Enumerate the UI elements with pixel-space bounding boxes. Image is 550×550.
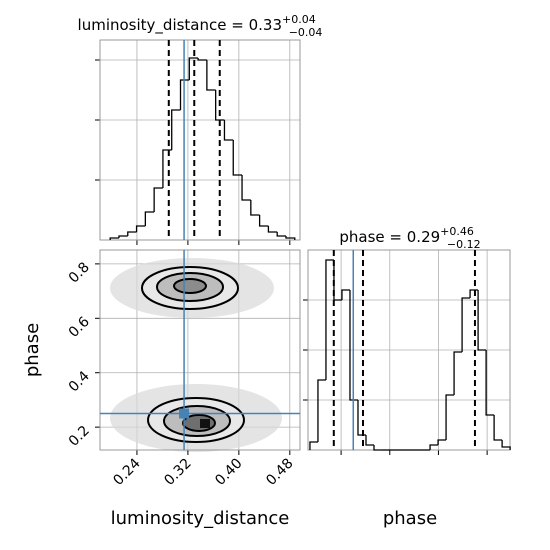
histogram-bar bbox=[197, 58, 207, 61]
y-tick-label: 0.8 bbox=[66, 259, 93, 286]
truth-marker bbox=[179, 408, 190, 419]
x-axis-label: luminosity_distance bbox=[111, 508, 290, 529]
histogram-bar bbox=[162, 149, 172, 188]
histogram-bar bbox=[109, 237, 119, 240]
density-cloud bbox=[100, 250, 300, 452]
x-tick-label: 0.32 bbox=[161, 456, 194, 489]
histogram-bar bbox=[437, 439, 447, 445]
histogram-bar bbox=[232, 140, 243, 176]
histogram-bar bbox=[493, 415, 503, 441]
histogram-bar bbox=[349, 290, 358, 401]
x-axis-label: phase bbox=[383, 508, 437, 529]
histogram-bar bbox=[144, 211, 155, 226]
histogram-bar bbox=[241, 175, 251, 201]
histogram-bar bbox=[135, 225, 146, 232]
histogram-bar bbox=[179, 79, 190, 110]
title-text: phase = 0.29 bbox=[339, 228, 440, 246]
histogram-bar bbox=[501, 440, 511, 450]
histogram-bar bbox=[461, 297, 471, 352]
histogram-bar bbox=[341, 289, 350, 300]
histogram-bar bbox=[276, 232, 286, 237]
histogram-bar bbox=[171, 109, 181, 150]
x-tick-label: 0.40 bbox=[212, 456, 245, 489]
histogram-bar bbox=[453, 351, 463, 395]
panel-frame bbox=[99, 249, 301, 451]
title-lower: −0.04 bbox=[289, 26, 323, 39]
histogram-bar bbox=[258, 215, 269, 227]
histogram-bar bbox=[477, 290, 487, 351]
title-upper: +0.04 bbox=[282, 13, 316, 26]
histogram-bar bbox=[188, 57, 199, 80]
histogram-bar bbox=[373, 445, 383, 451]
histogram-bar bbox=[285, 236, 296, 240]
title-0: luminosity_distance = 0.33+0.04 −0.04 bbox=[78, 13, 323, 39]
histogram-bar bbox=[215, 90, 225, 121]
y-tick-label: 0.6 bbox=[66, 314, 93, 341]
histogram-bar bbox=[365, 435, 375, 446]
title-lower: −0.12 bbox=[447, 238, 481, 251]
histogram-bar bbox=[317, 379, 326, 442]
histogram-bar bbox=[445, 394, 455, 440]
panel-frame bbox=[99, 39, 301, 241]
histogram-bar bbox=[357, 400, 366, 436]
histogram-bar bbox=[309, 441, 318, 450]
x-tick-label: 0.48 bbox=[263, 456, 296, 489]
histogram-bar bbox=[206, 60, 216, 91]
histogram-bar bbox=[223, 120, 234, 141]
title-2: phase = 0.29+0.46 −0.12 bbox=[339, 225, 480, 251]
y-tick-label: 0.2 bbox=[66, 423, 93, 450]
histogram-bar bbox=[325, 259, 334, 380]
title-text: luminosity_distance = 0.33 bbox=[78, 16, 282, 35]
histogram-bar bbox=[118, 235, 128, 238]
histogram-bar bbox=[250, 200, 260, 216]
x-tick-label: 0.24 bbox=[110, 455, 143, 488]
title-upper: +0.46 bbox=[440, 225, 474, 238]
y-tick-label: 0.4 bbox=[66, 368, 93, 395]
y-axis-label: phase bbox=[22, 323, 43, 377]
histogram-bar bbox=[429, 444, 439, 450]
histogram-bar bbox=[485, 350, 495, 416]
histogram-bar bbox=[267, 226, 278, 233]
histogram-bar bbox=[127, 231, 137, 236]
histogram-bar bbox=[153, 187, 163, 212]
